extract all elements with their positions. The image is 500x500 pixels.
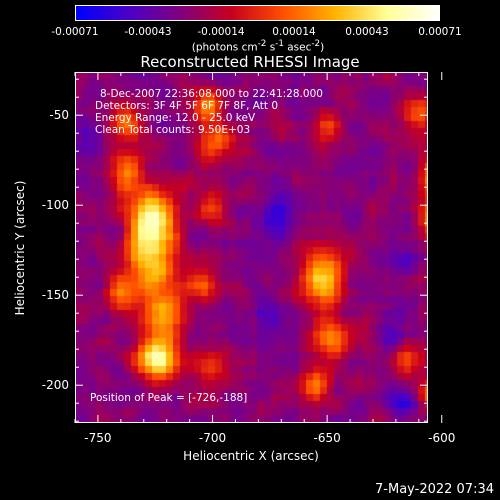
- y-tick-label: -100: [42, 198, 69, 212]
- y-axis-label: Heliocentric Y (arcsec): [13, 181, 27, 316]
- heatmap-image: [75, 72, 428, 423]
- x-axis-label: Heliocentric X (arcsec): [183, 449, 319, 463]
- footer-timestamp: 7-May-2022 07:34: [375, 482, 494, 497]
- y-axis-ticks: -50 -100 -150 -200: [42, 78, 428, 422]
- colorbar: [75, 5, 440, 21]
- y-tick-label: -50: [49, 108, 69, 122]
- x-tick-label: -700: [199, 431, 226, 445]
- y-tick-label: -200: [42, 378, 69, 392]
- x-tick-label: -650: [314, 431, 341, 445]
- annotation-clean-counts: Clean Total counts: 9.50E+03: [95, 124, 251, 136]
- annotation-time-range: 8-Dec-2007 22:36:08.000 to 22:41:28.000: [100, 88, 323, 100]
- annotation-energy-range: Energy Range: 12.0 - 25.0 keV: [95, 112, 256, 124]
- colorbar-unit-label: (photons cm-2 s-1 asec-2): [191, 39, 325, 54]
- annotation-detectors: Detectors: 3F 4F 5F 6F 7F 8F, Att 0: [95, 100, 279, 112]
- colorbar-tick-label: 0.00014: [272, 26, 316, 38]
- colorbar-tick-label: -0.00043: [124, 26, 172, 38]
- colorbar-tick-label: -0.00071: [51, 26, 99, 38]
- peak-position-label: Position of Peak = [-726,-188]: [90, 392, 248, 404]
- x-tick-label: -600: [428, 431, 455, 445]
- colorbar-tick-label: 0.00071: [418, 26, 462, 38]
- plot-frame: [75, 72, 428, 423]
- plot-title: Reconstructed RHESSI Image: [140, 53, 360, 71]
- x-axis-ticks: -750 -700 -650 -600: [74, 72, 455, 445]
- x-tick-label: -750: [84, 431, 111, 445]
- y-tick-label: -150: [42, 288, 69, 302]
- colorbar-tick-label: 0.00043: [345, 26, 389, 38]
- colorbar-gradient: [76, 6, 439, 20]
- colorbar-tick-label: -0.00014: [197, 26, 245, 38]
